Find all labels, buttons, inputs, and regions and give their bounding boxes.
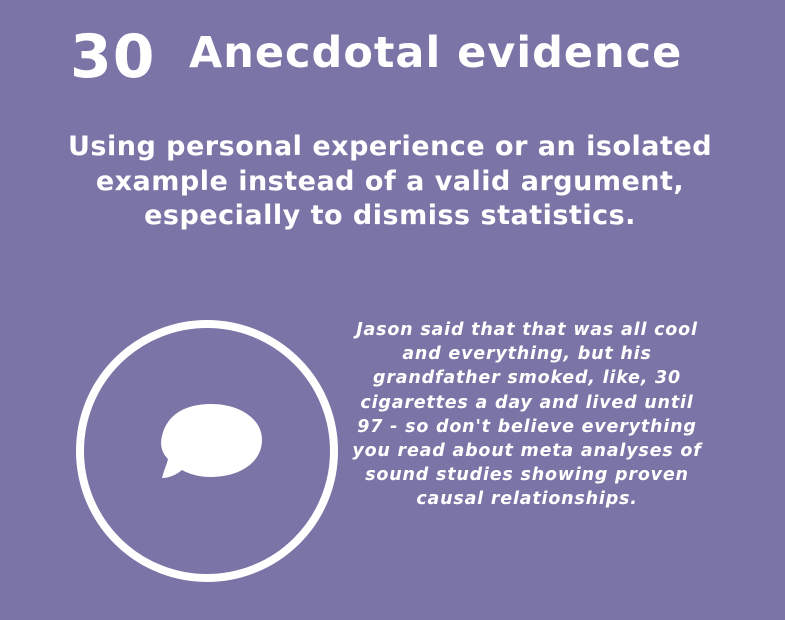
fallacy-definition: Using personal experience or an isolated…	[67, 131, 713, 231]
fallacy-number: 30	[70, 22, 156, 92]
icon-ring	[76, 320, 338, 582]
fallacy-title: Anecdotal evidence	[189, 28, 683, 78]
card-header: 30 Anecdotal evidence	[0, 18, 785, 92]
speech-bubble-shape	[161, 404, 262, 478]
fallacy-example: Jason said that that was all cool and ev…	[352, 320, 702, 510]
speech-bubble-icon	[74, 318, 340, 584]
